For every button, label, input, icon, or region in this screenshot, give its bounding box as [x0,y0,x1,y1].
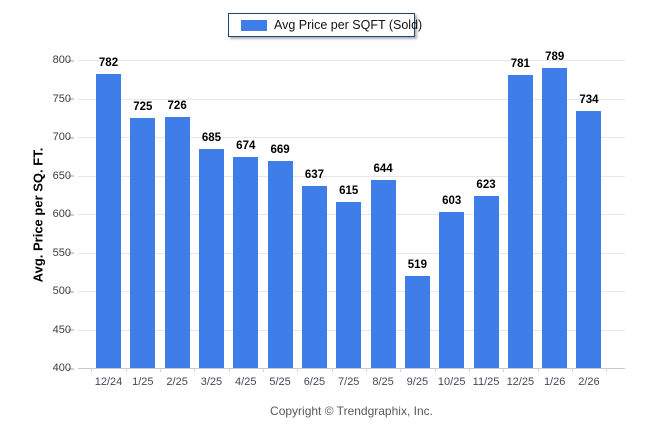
bar [473,196,499,368]
y-axis-tick [68,98,74,100]
x-axis-tick [434,368,436,372]
x-axis-tick [503,368,505,372]
x-axis-tick [537,368,539,372]
bar [507,74,533,368]
bar [130,117,156,368]
x-axis-tick-label: 11/25 [472,376,500,388]
x-axis-tick [228,368,230,372]
y-axis-tick-label: 650 [52,169,71,182]
y-axis-tick-label: 500 [52,285,71,297]
bar [96,73,121,368]
bar-value-label: 603 [442,194,462,207]
bar-value-label: 669 [270,143,290,156]
x-axis-tick [365,368,367,372]
bar [404,276,430,368]
bar [439,211,465,368]
gridline [78,137,625,138]
x-axis-tick [91,368,93,372]
bar [576,110,602,368]
x-axis-tick-label: 5/25 [269,376,291,388]
bar-value-label: 644 [373,163,393,176]
x-axis-tick-label: 12/25 [506,376,535,388]
bar-value-label: 734 [579,93,599,106]
x-axis-tick [125,368,127,372]
x-axis-tick [297,368,299,372]
x-axis-tick [331,368,333,372]
x-axis-tick-label: 3/25 [200,376,223,388]
gridline [78,175,625,177]
bar-value-label: 623 [476,179,496,192]
x-axis-tick [159,368,161,372]
bar-value-label: 781 [510,57,530,70]
y-axis-tick-label: 600 [52,208,71,220]
x-axis-tick-label: 10/25 [437,376,466,388]
x-axis-tick-label: 6/25 [303,376,326,388]
y-axis-tick [68,290,74,293]
y-axis-tick-label: 550 [52,246,71,259]
x-axis-tick [606,368,608,372]
y-axis-tick-label: 450 [52,323,71,336]
gridline [78,60,625,61]
bar [542,68,568,368]
x-axis-tick-label: 9/25 [406,376,429,388]
y-axis-tick-label: 400 [52,362,71,374]
y-axis-tick [68,136,74,139]
y-axis-tick-label: 800 [52,54,71,66]
x-axis-tick-label: 1/25 [132,376,154,388]
x-axis-tick [468,368,470,372]
bar-value-label: 519 [407,259,427,272]
x-axis-tick-label: 2/26 [578,376,600,388]
y-axis-tick [68,329,74,331]
x-axis-tick-label: 2/25 [166,376,188,388]
bar [164,116,190,368]
bar-value-label: 637 [304,168,324,181]
x-axis-tick-label: 1/26 [543,376,566,388]
plot-area: 782 725 726 685 674 669 637 615 644 519 603 623 781 7… [68,51,625,370]
y-axis-tick [68,367,74,370]
bar-value-label: 725 [133,100,153,113]
bar-value-label: 782 [98,56,119,69]
bar [336,202,362,368]
y-axis-tick-label: 750 [52,92,71,105]
bar-value-label: 685 [201,131,222,144]
legend-swatch [241,19,267,31]
bar [370,180,396,368]
gridline [78,98,625,100]
x-axis-tick [400,368,402,372]
y-axis-tick [68,59,74,62]
bar [301,185,327,368]
bar [267,160,293,368]
x-axis-tick-label: 4/25 [235,376,257,388]
bar [198,148,224,368]
y-axis-tick [68,252,74,254]
legend-label: Avg Price per SQFT (Sold) [274,18,423,32]
x-axis-tick-label: 7/25 [338,376,360,388]
x-axis-tick [571,368,573,372]
legend: Avg Price per SQFT (Sold) [228,13,422,37]
bar [233,157,259,368]
y-axis-tick-label: 700 [52,131,71,143]
bar-value-label: 674 [236,140,256,153]
gridline [78,368,625,369]
x-axis-tick-label: 12/24 [94,376,123,388]
x-axis-tick-label: 8/25 [372,376,394,388]
bar-value-label: 726 [167,99,187,112]
y-axis-tick [68,213,74,216]
bar-value-label: 789 [545,51,565,64]
x-axis-tick [194,368,196,372]
x-axis-tick [262,368,264,372]
copyright: Copyright © Trendgraphix, Inc. [270,404,433,418]
bar-value-label: 615 [339,185,359,198]
y-axis-tick [68,175,74,177]
